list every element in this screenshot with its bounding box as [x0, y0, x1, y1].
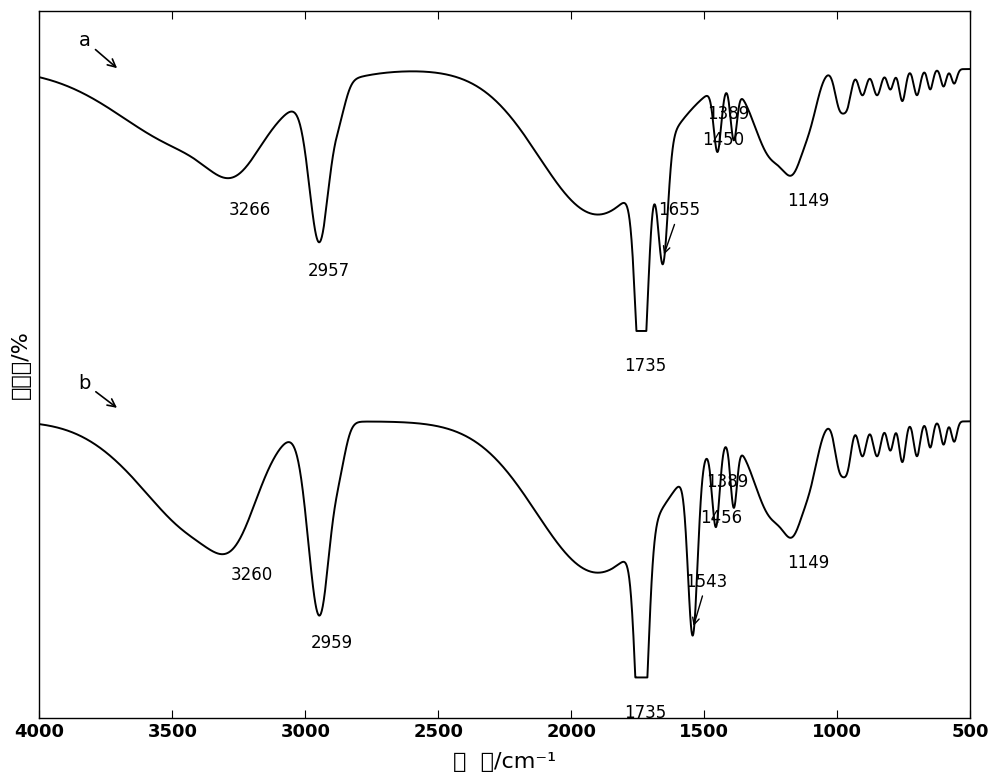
Text: 1456: 1456: [700, 509, 743, 527]
X-axis label: 波  数/cm⁻¹: 波 数/cm⁻¹: [453, 752, 556, 772]
Text: 1735: 1735: [625, 357, 667, 375]
Text: 1149: 1149: [787, 193, 829, 211]
Text: 3266: 3266: [228, 201, 271, 219]
Text: 1735: 1735: [625, 704, 667, 722]
Text: 1543: 1543: [686, 572, 728, 625]
Text: 2959: 2959: [311, 634, 353, 652]
Text: 1450: 1450: [702, 131, 744, 149]
Text: 1655: 1655: [658, 201, 701, 253]
Text: b: b: [78, 373, 116, 406]
Text: 1149: 1149: [787, 554, 829, 572]
Text: 2957: 2957: [308, 262, 350, 280]
Text: 1389: 1389: [707, 105, 749, 123]
Text: 1389: 1389: [706, 472, 748, 490]
Text: a: a: [79, 31, 116, 67]
Text: 3260: 3260: [231, 565, 273, 583]
Y-axis label: 透光率/%: 透光率/%: [11, 330, 31, 399]
